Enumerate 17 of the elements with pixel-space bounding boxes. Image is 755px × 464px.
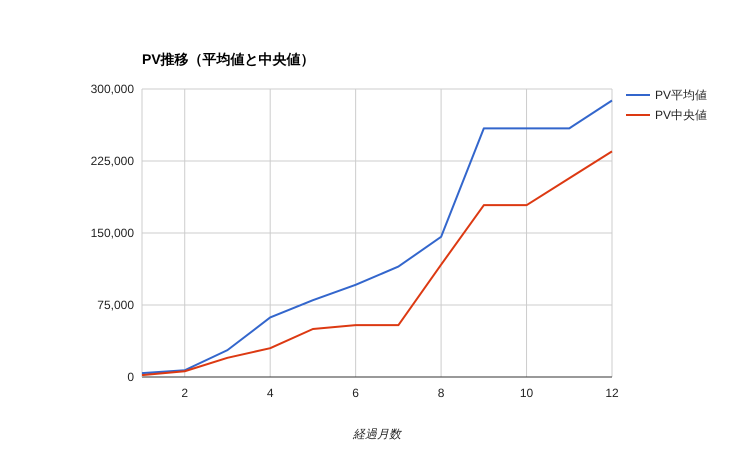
x-tick-label: 6 — [352, 386, 360, 400]
y-tick-label: 225,000 — [90, 154, 134, 168]
line-series — [141, 100, 613, 374]
y-tick-label: 0 — [127, 370, 134, 384]
x-tick-label: 4 — [266, 386, 274, 400]
chart-title: PV推移（平均値と中央値） — [142, 51, 315, 67]
y-tick-label: 150,000 — [90, 226, 134, 240]
legend-label: PV中央値 — [655, 108, 708, 122]
y-tick-label: 75,000 — [97, 298, 134, 312]
x-tick-label: 2 — [181, 386, 188, 400]
line-series — [141, 150, 613, 376]
x-tick-label: 10 — [520, 386, 534, 400]
y-tick-label: 300,000 — [90, 82, 134, 96]
legend-label: PV平均値 — [655, 88, 708, 102]
x-tick-label: 8 — [438, 386, 445, 400]
x-axis-title: 経過月数 — [352, 427, 403, 441]
x-tick-label: 12 — [605, 386, 619, 400]
